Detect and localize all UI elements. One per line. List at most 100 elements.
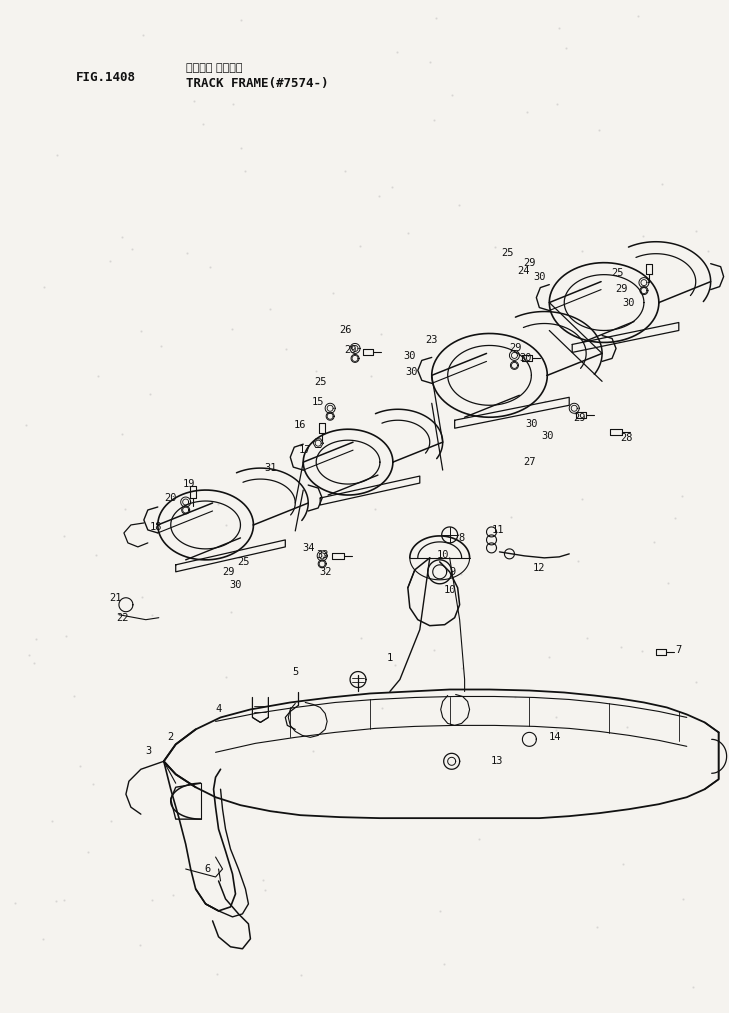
Point — [521, 103, 532, 120]
Point — [473, 831, 485, 847]
Point — [295, 966, 307, 983]
Text: 30: 30 — [533, 271, 545, 282]
Point — [144, 386, 155, 402]
Point — [28, 654, 39, 671]
Text: 20: 20 — [165, 493, 177, 503]
Point — [386, 178, 398, 194]
Point — [23, 646, 35, 663]
Text: FIG.1408: FIG.1408 — [76, 71, 136, 84]
Point — [327, 286, 339, 302]
Text: 29: 29 — [523, 257, 536, 267]
Text: 27: 27 — [523, 457, 536, 467]
Point — [20, 416, 32, 433]
Point — [135, 323, 147, 339]
Point — [58, 891, 69, 908]
Text: 33: 33 — [316, 550, 328, 560]
Point — [134, 937, 146, 953]
Point — [52, 147, 63, 163]
Text: 24: 24 — [517, 265, 530, 276]
Point — [690, 675, 702, 691]
Point — [90, 547, 101, 563]
Text: トラック フレーム: トラック フレーム — [186, 63, 242, 73]
Point — [270, 803, 281, 820]
Point — [690, 223, 702, 239]
Point — [68, 688, 79, 704]
Point — [621, 718, 633, 734]
Point — [373, 188, 384, 205]
Point — [369, 501, 381, 518]
Text: 17: 17 — [299, 445, 311, 455]
Text: 23: 23 — [426, 335, 438, 345]
Point — [376, 699, 388, 715]
Point — [550, 708, 562, 724]
Text: 18: 18 — [149, 522, 162, 532]
Point — [437, 956, 449, 972]
Text: 29: 29 — [573, 413, 585, 423]
Point — [488, 239, 500, 255]
Point — [280, 341, 292, 358]
Text: 6: 6 — [204, 864, 211, 874]
Point — [577, 243, 588, 259]
Text: 29: 29 — [615, 284, 627, 294]
Text: 10: 10 — [437, 550, 449, 560]
Point — [434, 903, 446, 919]
Point — [553, 19, 565, 35]
Point — [669, 511, 681, 527]
Text: 16: 16 — [294, 420, 306, 431]
Point — [316, 724, 328, 741]
Text: TRACK FRAME(#7574-): TRACK FRAME(#7574-) — [186, 77, 328, 90]
Text: 30: 30 — [405, 368, 418, 378]
Point — [197, 115, 208, 132]
Text: 34: 34 — [302, 543, 314, 553]
Point — [39, 280, 50, 296]
Point — [136, 589, 148, 605]
Point — [551, 95, 563, 111]
Text: 21: 21 — [109, 593, 122, 603]
Text: 13: 13 — [490, 757, 503, 766]
Text: 15: 15 — [312, 397, 324, 407]
Point — [657, 176, 668, 192]
Text: 25: 25 — [502, 248, 514, 257]
Point — [375, 325, 386, 341]
Point — [60, 628, 71, 644]
Point — [226, 321, 238, 337]
Point — [577, 491, 588, 508]
Point — [638, 228, 650, 244]
Point — [424, 55, 436, 71]
Text: 32: 32 — [319, 567, 332, 576]
Text: 4: 4 — [216, 704, 222, 714]
Point — [167, 886, 179, 903]
Text: 30: 30 — [623, 298, 635, 308]
Point — [430, 10, 442, 26]
Point — [37, 931, 49, 947]
Text: 29: 29 — [222, 567, 235, 576]
Point — [120, 501, 131, 518]
Point — [137, 27, 149, 44]
Point — [105, 812, 117, 829]
Text: 19: 19 — [182, 479, 195, 489]
Point — [220, 517, 232, 533]
Text: 2: 2 — [168, 732, 174, 743]
Point — [543, 649, 555, 666]
Text: 30: 30 — [404, 352, 416, 362]
Point — [402, 225, 413, 241]
Point — [116, 426, 128, 443]
Text: 3: 3 — [146, 747, 152, 757]
Point — [582, 630, 593, 646]
Point — [74, 758, 86, 774]
Text: 14: 14 — [549, 732, 561, 743]
Point — [456, 660, 467, 677]
Point — [188, 92, 200, 108]
Text: 30: 30 — [519, 354, 531, 364]
Point — [429, 112, 440, 129]
Point — [47, 813, 58, 830]
Point — [647, 265, 658, 282]
Point — [636, 642, 647, 658]
Point — [204, 258, 216, 275]
Point — [506, 510, 518, 526]
Point — [259, 881, 270, 898]
Text: 28: 28 — [621, 434, 634, 444]
Point — [146, 891, 157, 908]
Point — [687, 980, 699, 996]
Point — [391, 44, 403, 60]
